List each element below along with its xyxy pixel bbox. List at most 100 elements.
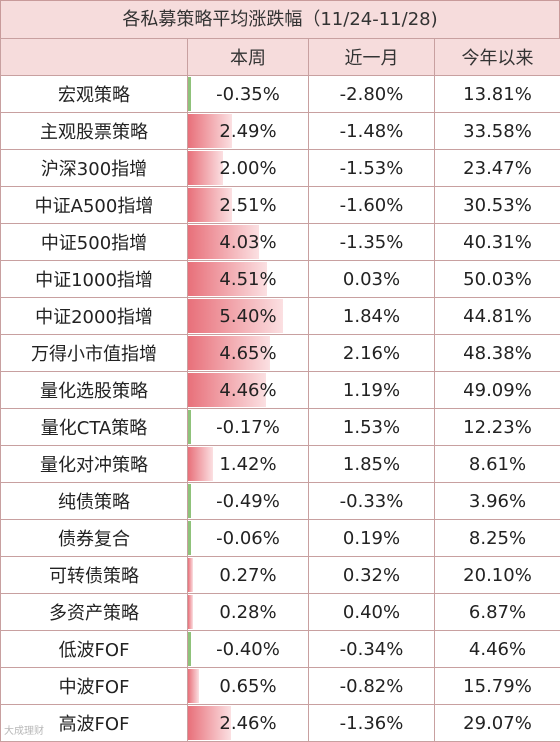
week-return-value: 1.42% — [219, 454, 276, 475]
week-return-bar-negative — [188, 77, 191, 111]
month-return-cell: -2.80% — [309, 76, 435, 113]
week-return-cell: 4.51% — [188, 261, 309, 298]
strategy-name-cell: 中证1000指增 — [1, 261, 188, 298]
table-row: 可转债策略 0.27% 0.32%20.10% — [1, 557, 560, 594]
week-return-value: -0.40% — [216, 639, 280, 660]
week-return-value: 4.65% — [219, 343, 276, 364]
strategy-name-cell: 量化选股策略 — [1, 372, 188, 409]
ytd-return-cell: 40.31% — [435, 224, 560, 261]
week-return-cell: -0.35% — [188, 76, 309, 113]
week-return-cell: 0.28% — [188, 594, 309, 631]
ytd-return-cell: 3.96% — [435, 483, 560, 520]
week-return-value: 0.65% — [219, 676, 276, 697]
week-return-cell: 5.40% — [188, 298, 309, 335]
strategy-name-cell: 多资产策略 — [1, 594, 188, 631]
ytd-return-cell: 4.46% — [435, 631, 560, 668]
ytd-return-cell: 23.47% — [435, 150, 560, 187]
week-return-cell: -0.49% — [188, 483, 309, 520]
month-return-cell: 0.40% — [309, 594, 435, 631]
week-return-cell: 2.49% — [188, 113, 309, 150]
month-return-cell: 1.85% — [309, 446, 435, 483]
table-row: 中证2000指增 5.40% 1.84%44.81% — [1, 298, 560, 335]
ytd-return-cell: 44.81% — [435, 298, 560, 335]
ytd-return-cell: 8.61% — [435, 446, 560, 483]
strategy-name-cell: 主观股票策略 — [1, 113, 188, 150]
week-return-value: -0.49% — [216, 491, 280, 512]
ytd-return-cell: 33.58% — [435, 113, 560, 150]
week-return-value: -0.35% — [216, 84, 280, 105]
ytd-return-cell: 13.81% — [435, 76, 560, 113]
month-return-cell: 1.84% — [309, 298, 435, 335]
table-row: 量化CTA策略-0.17%1.53%12.23% — [1, 409, 560, 446]
month-return-cell: -1.36% — [309, 705, 435, 742]
strategy-name-cell: 可转债策略 — [1, 557, 188, 594]
week-return-value: 4.46% — [219, 380, 276, 401]
ytd-return-cell: 30.53% — [435, 187, 560, 224]
week-return-cell: 2.46% — [188, 705, 309, 742]
week-return-cell: -0.40% — [188, 631, 309, 668]
ytd-return-cell: 49.09% — [435, 372, 560, 409]
ytd-return-cell: 48.38% — [435, 335, 560, 372]
header-row: 本周 近一月 今年以来 — [1, 39, 560, 76]
week-return-value: 0.27% — [219, 565, 276, 586]
week-return-cell: 1.42% — [188, 446, 309, 483]
strategy-name-cell: 低波FOF — [1, 631, 188, 668]
week-return-cell: 4.03% — [188, 224, 309, 261]
watermark-text: 大成理财 — [4, 722, 44, 737]
week-return-value: 2.51% — [219, 195, 276, 216]
header-week: 本周 — [188, 39, 309, 76]
ytd-return-cell: 50.03% — [435, 261, 560, 298]
week-return-bar-negative — [188, 410, 191, 444]
ytd-return-cell: 20.10% — [435, 557, 560, 594]
table-row: 量化对冲策略 1.42% 1.85%8.61% — [1, 446, 560, 483]
week-return-bar-positive — [188, 151, 223, 185]
week-return-bar-positive — [188, 447, 213, 481]
month-return-cell: -1.48% — [309, 113, 435, 150]
strategy-name-cell: 量化对冲策略 — [1, 446, 188, 483]
week-return-cell: 2.00% — [188, 150, 309, 187]
strategy-name-cell: 沪深300指增 — [1, 150, 188, 187]
week-return-bar-positive — [188, 669, 199, 703]
month-return-cell: -0.34% — [309, 631, 435, 668]
table-row: 纯债策略-0.49%-0.33%3.96% — [1, 483, 560, 520]
strategy-name-cell: 中波FOF — [1, 668, 188, 705]
strategy-name-cell: 宏观策略 — [1, 76, 188, 113]
strategy-name-cell: 中证2000指增 — [1, 298, 188, 335]
returns-grid: 本周 近一月 今年以来 宏观策略 -0.35% -2.80%13.81% 主观股票策略… — [0, 38, 560, 742]
ytd-return-cell: 6.87% — [435, 594, 560, 631]
table-row: 债券复合-0.06%0.19%8.25% — [1, 520, 560, 557]
month-return-cell: -1.53% — [309, 150, 435, 187]
week-return-cell: 0.65% — [188, 668, 309, 705]
week-return-bar-positive — [188, 558, 193, 592]
week-return-cell: 4.46% — [188, 372, 309, 409]
week-return-cell: 4.65% — [188, 335, 309, 372]
week-return-cell: -0.06% — [188, 520, 309, 557]
table-row: 宏观策略 -0.35% -2.80%13.81% — [1, 76, 560, 113]
strategy-name-cell: 万得小市值指增 — [1, 335, 188, 372]
week-return-cell: 2.51% — [188, 187, 309, 224]
ytd-return-cell: 15.79% — [435, 668, 560, 705]
week-return-bar-positive — [188, 595, 193, 629]
week-return-value: 2.49% — [219, 121, 276, 142]
month-return-cell: 0.32% — [309, 557, 435, 594]
table-row: 低波FOF -0.40% -0.34%4.46% — [1, 631, 560, 668]
week-return-value: -0.17% — [216, 417, 280, 438]
strategy-name-cell: 中证A500指增 — [1, 187, 188, 224]
week-return-value: 5.40% — [219, 306, 276, 327]
ytd-return-cell: 29.07% — [435, 705, 560, 742]
week-return-value: 4.51% — [219, 269, 276, 290]
week-return-value: -0.06% — [216, 528, 280, 549]
month-return-cell: 1.53% — [309, 409, 435, 446]
month-return-cell: 0.19% — [309, 520, 435, 557]
ytd-return-cell: 8.25% — [435, 520, 560, 557]
week-return-bar-negative — [188, 632, 191, 666]
strategy-name-cell: 纯债策略 — [1, 483, 188, 520]
